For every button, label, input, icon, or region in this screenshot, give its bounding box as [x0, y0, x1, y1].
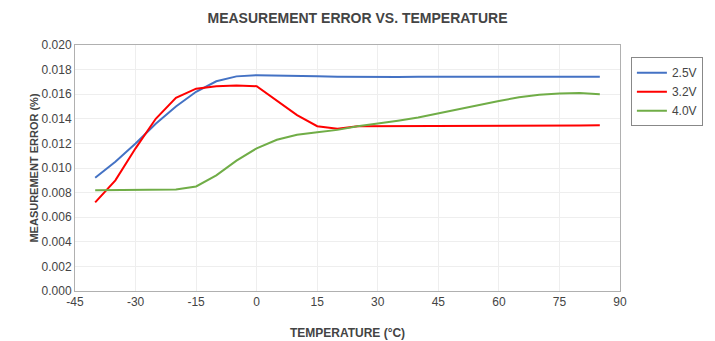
svg-text:0.008: 0.008 — [42, 186, 72, 200]
svg-text:2.5V: 2.5V — [672, 66, 697, 80]
svg-text:MEASUREMENT ERROR VS. TEMPERAT: MEASUREMENT ERROR VS. TEMPERATURE — [208, 10, 508, 26]
svg-text:0.002: 0.002 — [42, 260, 72, 274]
svg-text:75: 75 — [553, 295, 567, 309]
svg-text:MEASUREMENT ERROR (%): MEASUREMENT ERROR (%) — [28, 93, 40, 242]
svg-text:TEMPERATURE (°C): TEMPERATURE (°C) — [290, 326, 405, 340]
svg-text:0.020: 0.020 — [42, 38, 72, 52]
svg-text:-45: -45 — [66, 295, 84, 309]
svg-text:-30: -30 — [127, 295, 145, 309]
svg-text:0.006: 0.006 — [42, 210, 72, 224]
svg-text:45: 45 — [432, 295, 446, 309]
svg-text:60: 60 — [492, 295, 506, 309]
svg-text:0.000: 0.000 — [42, 284, 72, 298]
svg-text:0: 0 — [253, 295, 260, 309]
svg-text:15: 15 — [311, 295, 325, 309]
svg-text:30: 30 — [371, 295, 385, 309]
svg-text:0.010: 0.010 — [42, 161, 72, 175]
svg-text:3.2V: 3.2V — [672, 85, 697, 99]
svg-text:0.012: 0.012 — [42, 137, 72, 151]
svg-text:-15: -15 — [187, 295, 205, 309]
svg-text:90: 90 — [613, 295, 627, 309]
svg-text:0.016: 0.016 — [42, 87, 72, 101]
svg-text:0.004: 0.004 — [42, 235, 72, 249]
svg-text:0.018: 0.018 — [42, 63, 72, 77]
svg-text:4.0V: 4.0V — [672, 104, 697, 118]
svg-text:0.014: 0.014 — [42, 112, 72, 126]
